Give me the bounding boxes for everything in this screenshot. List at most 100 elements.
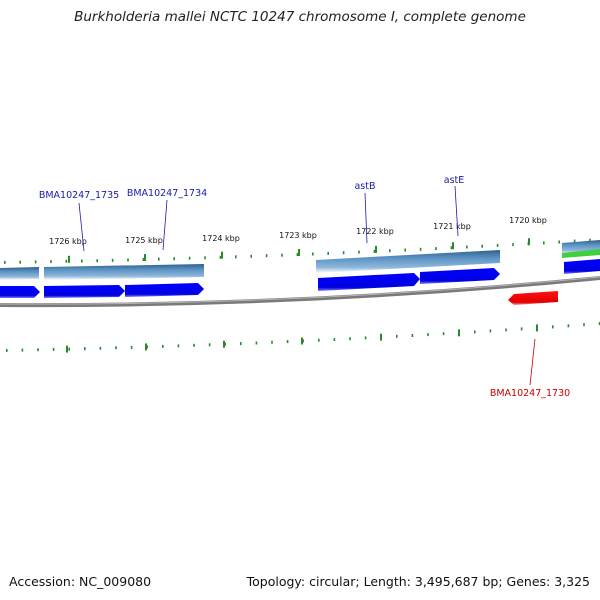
tick-mark <box>567 324 570 328</box>
tick-mark <box>358 250 360 254</box>
tick-mark <box>204 256 206 260</box>
tick-mark <box>68 347 70 351</box>
tick-mark <box>265 254 268 258</box>
major-tick-mark <box>66 345 68 353</box>
tick-mark <box>81 259 83 263</box>
gene-arrow-fwd-5[interactable] <box>564 259 600 274</box>
feature-band-1[interactable] <box>0 267 39 280</box>
tick-mark <box>271 340 273 344</box>
tick-mark <box>281 253 283 257</box>
tick-mark <box>296 253 299 257</box>
forward-gene-track <box>0 259 600 298</box>
tick-mark <box>188 256 191 260</box>
tick-mark <box>193 343 195 347</box>
gene-arrow-fwd-1[interactable] <box>0 286 40 298</box>
map-title: Burkholderia mallei NCTC 10247 chromosom… <box>74 9 526 25</box>
tick-mark <box>19 260 21 264</box>
major-tick-mark <box>298 249 300 256</box>
major-tick-mark <box>223 340 225 348</box>
tick-mark <box>146 345 148 349</box>
leader-line <box>454 185 459 237</box>
tick-mark <box>65 259 68 263</box>
genome-backbone <box>0 276 600 308</box>
kbp-label: 1724 kbp <box>202 234 240 243</box>
gene-label-astB[interactable]: astB <box>354 181 375 192</box>
tick-mark <box>50 260 52 264</box>
feature-band-2[interactable] <box>44 264 204 280</box>
major-tick-mark <box>458 329 460 337</box>
gene-label-BMA10247_1730[interactable]: BMA10247_1730 <box>490 388 570 399</box>
tick-mark <box>389 249 391 253</box>
tick-mark <box>6 348 8 352</box>
tick-mark <box>442 332 445 336</box>
major-tick-mark <box>528 238 530 246</box>
tick-mark <box>520 327 523 331</box>
topology-summary-text: Topology: circular; Length: 3,495,687 bp… <box>246 574 590 589</box>
gene-arrow-fwd-astE[interactable] <box>420 268 500 284</box>
tick-mark <box>99 346 102 350</box>
major-tick-mark <box>375 245 377 253</box>
gene-label-BMA10247_1735[interactable]: BMA10247_1735 <box>39 190 119 201</box>
tick-mark <box>255 341 258 345</box>
gene-arrow-fwd-astB[interactable] <box>318 273 420 291</box>
tick-mark <box>127 258 129 262</box>
tick-mark <box>435 247 437 251</box>
tick-mark <box>21 348 24 352</box>
gene-labels-top: BMA10247_1735 BMA10247_1734 astB astE <box>39 175 465 252</box>
tick-mark <box>396 334 398 338</box>
tick-mark <box>84 347 86 351</box>
leader-line <box>78 202 85 252</box>
tick-mark <box>111 258 114 262</box>
leader-line <box>529 338 536 386</box>
gene-label-BMA10247_1734[interactable]: BMA10247_1734 <box>127 188 207 199</box>
gene-labels-bottom: BMA10247_1730 <box>490 338 570 399</box>
tick-mark <box>250 254 252 258</box>
tick-mark <box>558 240 560 244</box>
tick-mark <box>37 348 39 352</box>
major-tick-mark <box>68 255 70 263</box>
kbp-label: 1721 kbp <box>433 222 471 231</box>
major-tick-mark <box>536 324 538 332</box>
tick-mark <box>224 342 226 346</box>
tick-mark <box>349 337 351 341</box>
tick-mark <box>158 257 160 261</box>
tick-mark <box>327 251 329 255</box>
kbp-label: 1723 kbp <box>279 231 317 240</box>
feature-band-green <box>562 249 600 258</box>
tick-mark <box>52 347 55 351</box>
tick-mark <box>411 334 414 337</box>
tick-mark <box>589 238 591 242</box>
feature-band-3[interactable] <box>316 250 500 273</box>
tick-mark <box>552 325 554 329</box>
tick-mark <box>364 336 367 340</box>
tick-mark <box>427 333 429 337</box>
tick-mark <box>489 329 492 333</box>
tick-mark <box>404 248 406 252</box>
tick-mark <box>219 255 222 259</box>
tick-mark <box>96 259 98 263</box>
tick-mark <box>142 258 145 261</box>
tick-mark <box>474 330 476 334</box>
leader-line <box>162 199 168 251</box>
tick-mark <box>450 246 453 250</box>
inner-tick-ring <box>6 322 600 353</box>
tick-mark <box>496 243 499 247</box>
major-tick-mark <box>145 343 147 351</box>
gene-arrow-rev-1730[interactable] <box>508 291 558 305</box>
tick-mark <box>162 344 164 348</box>
kbp-label: 1720 kbp <box>509 216 547 225</box>
major-tick-mark <box>380 333 382 341</box>
tick-mark <box>130 345 133 349</box>
tick-mark <box>481 244 483 248</box>
leader-line <box>364 192 368 244</box>
tick-mark <box>573 239 576 243</box>
tick-mark <box>318 338 320 342</box>
gene-arrow-fwd-2[interactable] <box>44 285 125 298</box>
tick-mark <box>312 252 314 256</box>
gene-arrow-fwd-3[interactable] <box>125 283 204 297</box>
kbp-label: 1722 kbp <box>356 227 394 236</box>
gene-label-astE[interactable]: astE <box>444 175 465 186</box>
tick-mark <box>505 328 507 332</box>
tick-mark <box>34 260 37 264</box>
